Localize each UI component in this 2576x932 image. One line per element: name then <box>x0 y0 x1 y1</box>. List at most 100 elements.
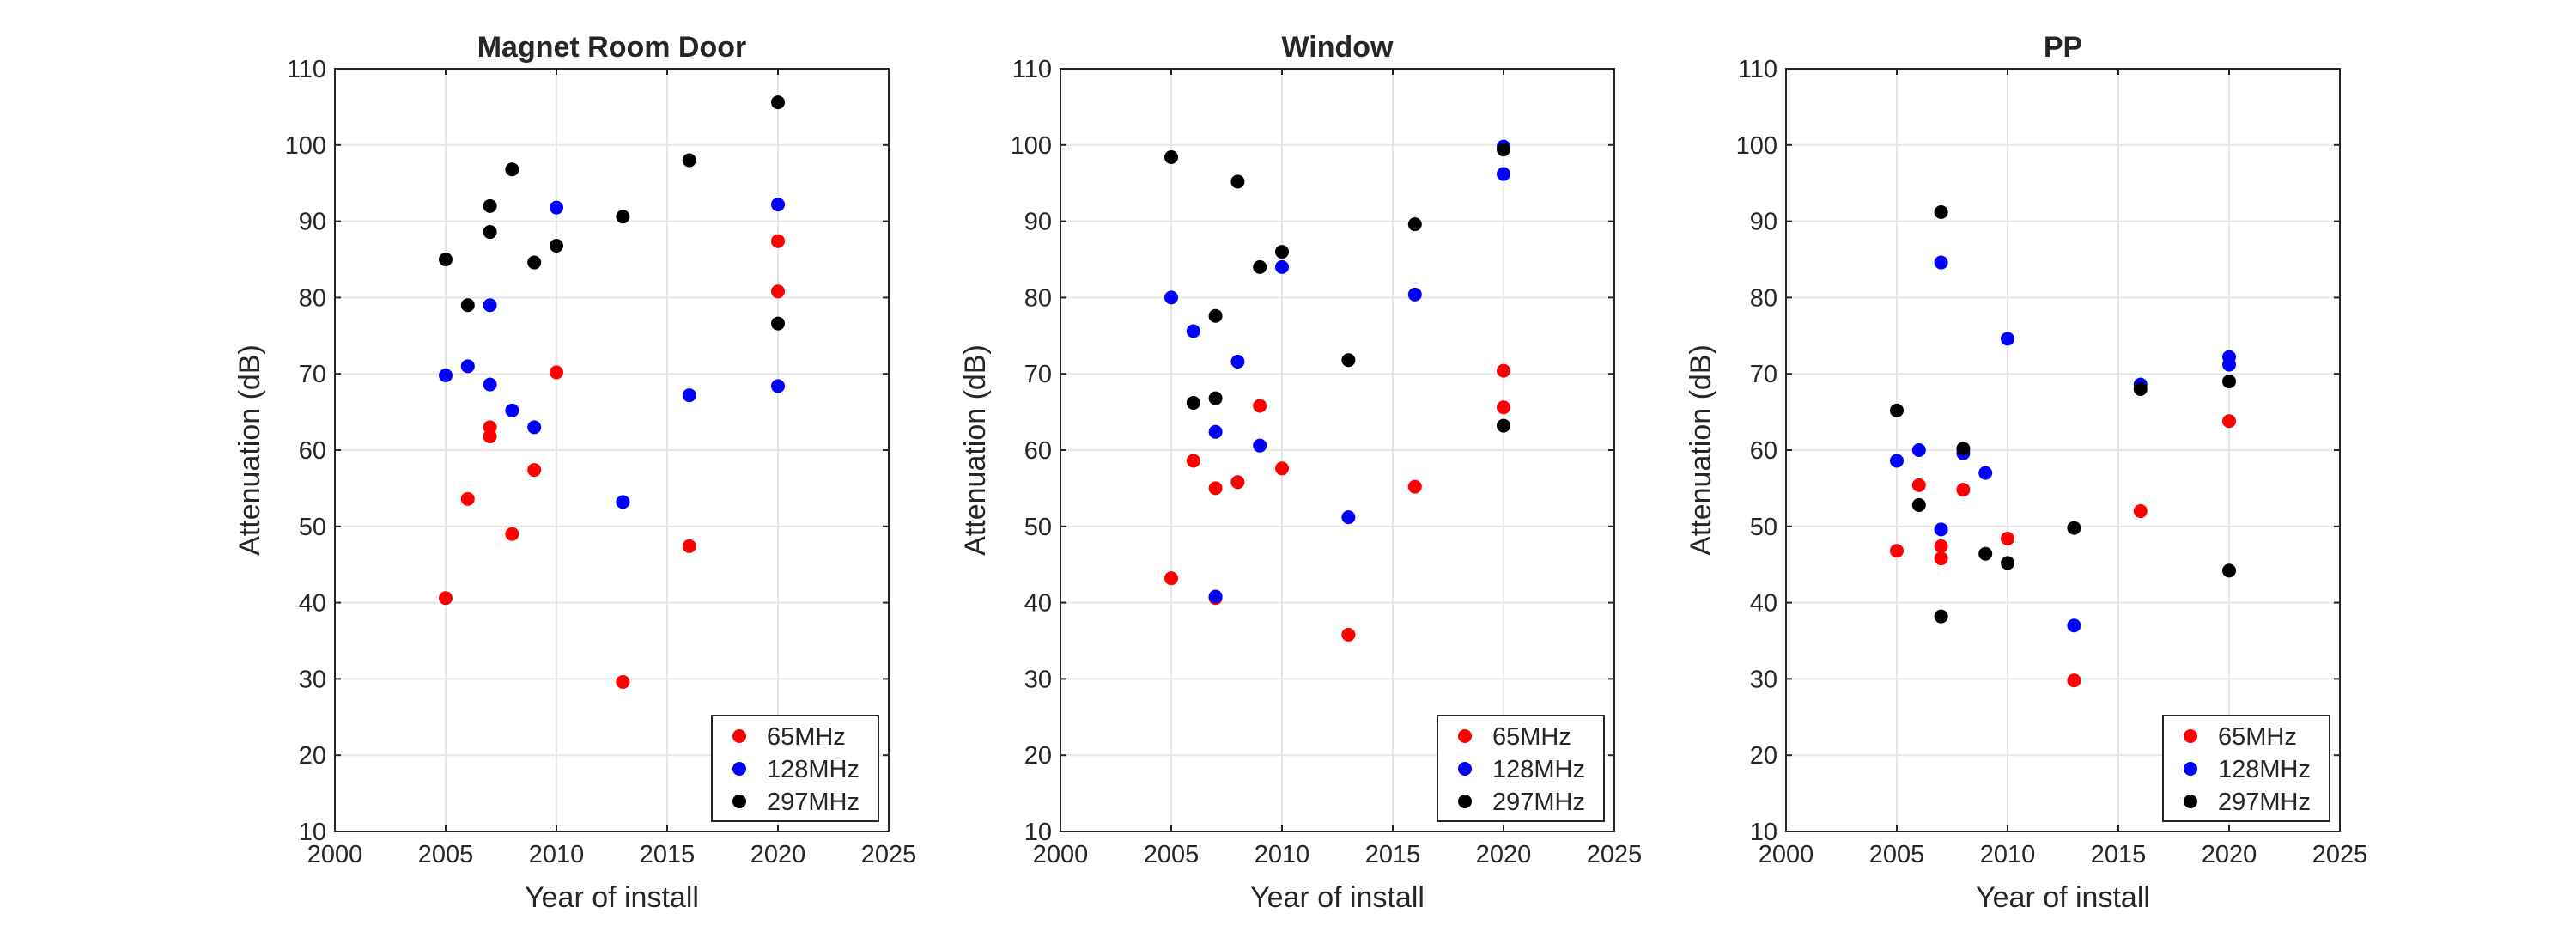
data-point <box>1890 403 1904 417</box>
chart-panel-2: 2000 2005 2010 2015 2020 2025 10 20 30 40 50 60 70 80… <box>959 31 1642 914</box>
data-point <box>439 368 453 382</box>
x-tick-label: 2010 <box>529 841 585 868</box>
data-point <box>1164 571 1178 586</box>
legend-marker <box>1458 795 1472 808</box>
data-point <box>1208 589 1223 604</box>
chart-title: Magnet Room Door <box>477 31 747 64</box>
data-point <box>527 420 542 435</box>
y-tick-label: 100 <box>285 132 326 160</box>
data-point <box>1911 443 1926 457</box>
data-point <box>1186 324 1200 338</box>
x-axis-label: Year of install <box>1976 881 2150 914</box>
data-point <box>483 298 497 313</box>
data-point <box>1497 167 1510 181</box>
y-tick-label: 60 <box>1750 437 1777 465</box>
legend-label: 297MHz <box>1492 789 1585 816</box>
data-point <box>1253 438 1267 453</box>
data-point <box>1497 418 1510 433</box>
data-point <box>1934 609 1948 624</box>
data-point <box>527 463 542 478</box>
data-point <box>616 495 630 509</box>
legend-marker <box>732 729 746 743</box>
legend: 65MHz 128MHz 297MHz <box>711 715 879 822</box>
y-tick-label: 80 <box>299 284 326 312</box>
legend: 65MHz 128MHz 297MHz <box>2162 715 2330 822</box>
y-axis-label: Attenuation (dB) <box>959 344 992 556</box>
y-tick-label: 50 <box>1750 514 1777 541</box>
data-point <box>550 200 563 215</box>
data-point <box>1978 466 1993 480</box>
data-point <box>771 316 785 331</box>
data-point <box>2001 332 2014 346</box>
legend-marker <box>1458 762 1472 776</box>
y-tick-label: 50 <box>1024 514 1052 541</box>
y-tick-label: 100 <box>1736 132 1777 160</box>
chart-panel-1: 2000 2005 2010 2015 2020 2025 10 20 30 40 50 60 70 80… <box>234 31 916 914</box>
chart-panel-3: 2000 2005 2010 2015 2020 2025 10 20 30 40 50 60 70 80… <box>1685 31 2367 914</box>
data-point <box>1275 259 1289 274</box>
data-point <box>682 539 696 553</box>
legend-marker <box>2184 795 2197 808</box>
legend-label: 128MHz <box>767 756 860 783</box>
data-point <box>1890 454 1904 468</box>
y-tick-label: 10 <box>1024 819 1052 846</box>
data-point <box>1208 481 1223 496</box>
legend-marker <box>732 762 746 776</box>
data-point <box>1253 259 1267 274</box>
data-point <box>2001 556 2014 570</box>
data-point <box>483 429 497 444</box>
y-tick-label: 70 <box>299 361 326 388</box>
data-point <box>771 379 785 393</box>
data-point <box>1934 551 1948 566</box>
data-point <box>527 255 542 270</box>
series-65MHz <box>1890 414 2236 688</box>
y-tick-label: 110 <box>1738 56 1777 83</box>
data-point <box>682 153 696 168</box>
x-tick-label: 2015 <box>640 841 696 868</box>
x-tick-label: 2020 <box>1476 841 1532 868</box>
data-point <box>1341 510 1356 525</box>
y-tick-label: 10 <box>1750 819 1777 846</box>
data-point <box>1230 174 1245 189</box>
legend-marker <box>2184 762 2197 776</box>
x-tick-label: 2010 <box>1980 841 2036 868</box>
y-tick-label: 110 <box>1012 56 1052 83</box>
series-65MHz <box>439 234 785 689</box>
data-point <box>550 365 563 380</box>
x-axis-label: Year of install <box>525 881 699 914</box>
series-128MHz <box>439 198 785 509</box>
y-tick-label: 30 <box>1750 666 1777 693</box>
data-point <box>460 491 475 506</box>
data-point <box>1341 627 1356 642</box>
data-point <box>1956 442 1971 456</box>
x-tick-label: 2020 <box>2202 841 2257 868</box>
y-tick-label: 80 <box>1750 284 1777 312</box>
data-point <box>1911 497 1926 512</box>
x-tick-label: 2000 <box>307 841 363 868</box>
y-axis-label: Attenuation (dB) <box>234 344 266 556</box>
data-point <box>1275 245 1289 259</box>
data-point <box>771 234 785 248</box>
data-point <box>2133 504 2148 519</box>
data-point <box>505 162 519 177</box>
series-297MHz <box>439 95 785 331</box>
y-tick-label: 20 <box>1750 742 1777 770</box>
legend-marker <box>732 795 746 808</box>
legend-label: 297MHz <box>767 789 860 816</box>
data-point <box>1275 461 1289 476</box>
series-297MHz <box>1890 204 2236 624</box>
y-tick-label: 90 <box>1750 209 1777 236</box>
data-point <box>1164 150 1178 165</box>
y-tick-label: 90 <box>1024 209 1052 236</box>
legend-label: 65MHz <box>767 723 846 751</box>
data-point <box>1230 354 1245 369</box>
data-point <box>2067 521 2081 535</box>
data-point <box>1934 539 1948 553</box>
data-point <box>1208 308 1223 323</box>
data-point <box>2067 618 2081 633</box>
y-tick-label: 70 <box>1750 361 1777 388</box>
data-point <box>1978 546 1993 561</box>
legend-label: 128MHz <box>2218 756 2311 783</box>
data-point <box>771 95 785 110</box>
